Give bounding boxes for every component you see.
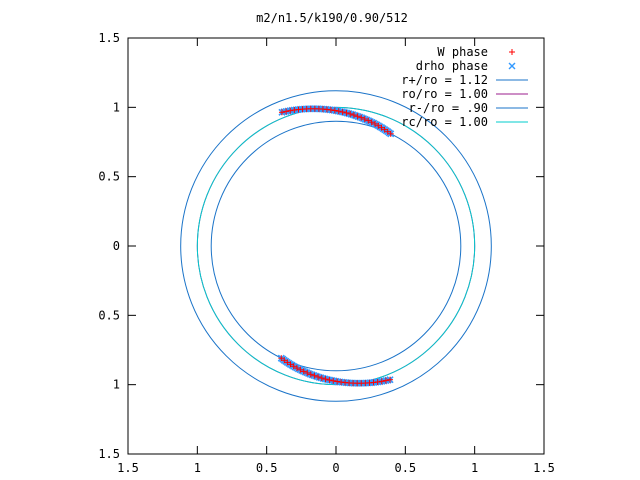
- y-tick-label: 0: [113, 239, 120, 253]
- w-phase-point: [339, 108, 346, 115]
- w-phase-point: [287, 107, 294, 114]
- axis-ticks: 1.5 1 0.5 0 0.5 1 1.51.510.500.511.5: [98, 31, 555, 475]
- w-phase-point: [382, 377, 389, 384]
- w-phase-point: [281, 357, 288, 364]
- legend-label: W phase: [437, 45, 488, 59]
- w-phase-point: [311, 372, 318, 379]
- legend-label: rc/ro = 1.00: [401, 115, 488, 129]
- w-phase-point: [347, 110, 354, 117]
- y-tick-label: 0.5: [98, 308, 120, 322]
- w-phase-point: [335, 108, 342, 115]
- w-phase-point: [375, 122, 382, 129]
- w-phase-point: [330, 377, 337, 384]
- legend-label: r+/ro = 1.12: [401, 73, 488, 87]
- x-tick-label: 1: [194, 461, 201, 475]
- x-tick-label: 0: [332, 461, 339, 475]
- w-phase-point: [365, 117, 372, 124]
- reference-circles: [180, 90, 492, 402]
- x-tick-label: 1.5: [117, 461, 139, 475]
- legend-label: ro/ro = 1.00: [401, 87, 488, 101]
- w-phase-point: [350, 112, 357, 119]
- w-phase-point: [297, 366, 304, 373]
- w-phase-point: [322, 376, 329, 383]
- w-phase-point: [381, 126, 388, 133]
- w-phase-point: [387, 130, 394, 137]
- w-phase-point: [284, 359, 291, 366]
- x-tick-label: 0.5: [394, 461, 416, 475]
- circle-r-ro-1-12: [180, 90, 492, 402]
- y-tick-label: 1: [113, 100, 120, 114]
- x-tick-label: 0.5: [256, 461, 278, 475]
- w-phase-point: [304, 369, 311, 376]
- w-phase-point: [368, 119, 375, 126]
- x-tick-label: 1.5: [533, 461, 555, 475]
- w-phase-point: [278, 109, 285, 116]
- y-tick-label: 1: [113, 378, 120, 392]
- chart-title: m2/n1.5/k190/0.90/512: [256, 11, 408, 25]
- phase-points: [277, 105, 395, 387]
- w-phase-point: [326, 377, 333, 384]
- w-phase-point: [378, 378, 385, 385]
- y-tick-label: 0.5: [98, 170, 120, 184]
- legend-label: drho phase: [416, 59, 488, 73]
- legend-swatch: [508, 62, 516, 70]
- w-phase-point: [327, 106, 334, 113]
- w-phase-point: [378, 124, 385, 131]
- w-phase-point: [331, 107, 338, 114]
- w-phase-point: [293, 365, 300, 372]
- w-phase-point: [283, 108, 290, 115]
- w-phase-point: [358, 114, 365, 121]
- w-phase-point: [291, 107, 298, 114]
- y-tick-label: 1.5: [98, 31, 120, 45]
- w-phase-point: [370, 379, 377, 386]
- x-tick-label: 1: [471, 461, 478, 475]
- w-phase-point: [287, 361, 294, 368]
- y-tick-label: 1.5: [98, 447, 120, 461]
- w-phase-point: [315, 373, 322, 380]
- w-phase-point: [300, 368, 307, 375]
- w-phase-point: [354, 113, 361, 120]
- w-phase-point: [290, 363, 297, 370]
- circle-rc-ro-1-00: [196, 106, 476, 386]
- w-phase-point: [318, 375, 325, 382]
- w-phase-point: [334, 378, 341, 385]
- w-phase-point: [372, 120, 379, 127]
- w-phase-point: [374, 378, 381, 385]
- w-phase-point: [307, 371, 314, 378]
- legend-label: r-/ro = .90: [409, 101, 488, 115]
- w-phase-point: [387, 376, 394, 383]
- w-phase-point: [343, 109, 350, 116]
- w-phase-point: [361, 116, 368, 123]
- circle-ro-ro-1-00: [196, 106, 476, 386]
- circle-r-ro-90: [210, 120, 462, 372]
